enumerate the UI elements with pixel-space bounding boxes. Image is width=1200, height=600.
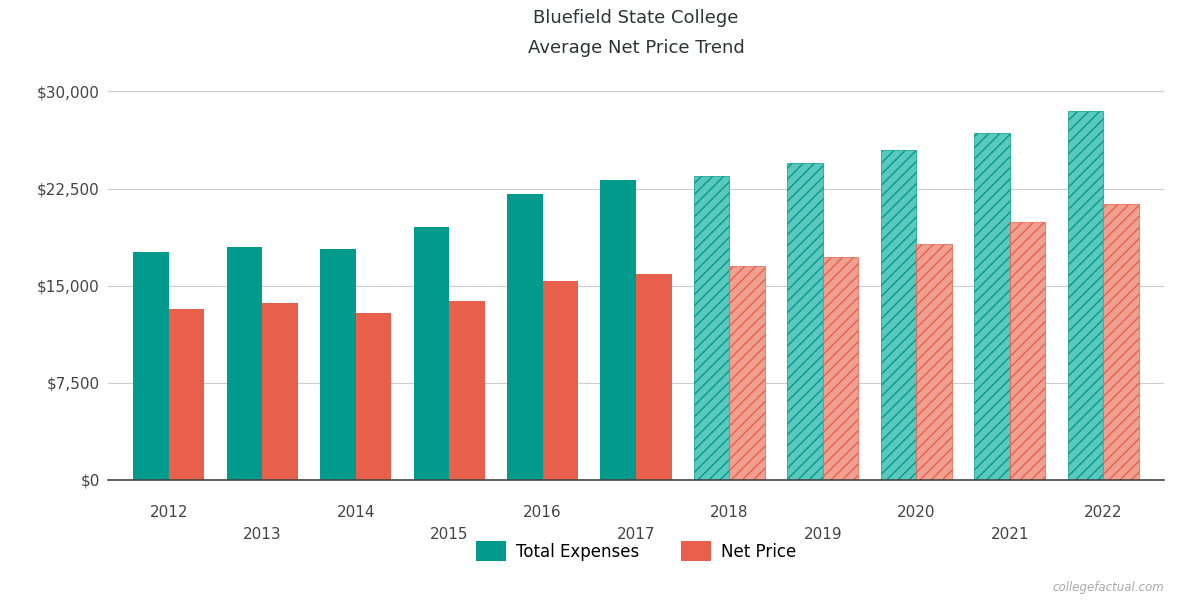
Bar — [355, 313, 391, 480]
Bar — [169, 309, 204, 480]
Bar — [133, 252, 169, 480]
Title: Bluefield State College
Average Net Price Trend: Bluefield State College Average Net Pric… — [528, 10, 744, 56]
Text: 2014: 2014 — [336, 505, 374, 520]
Text: 2019: 2019 — [804, 527, 842, 542]
Bar — [974, 133, 1010, 480]
Bar — [414, 227, 449, 480]
Bar — [508, 194, 542, 480]
Bar — [1068, 111, 1103, 480]
Bar — [917, 244, 952, 480]
Bar — [730, 266, 764, 480]
Bar — [1103, 204, 1139, 480]
Bar — [823, 257, 858, 480]
Text: 2015: 2015 — [430, 527, 468, 542]
Text: 2022: 2022 — [1084, 505, 1122, 520]
Bar — [636, 274, 672, 480]
Bar — [449, 301, 485, 480]
Bar — [1010, 222, 1045, 480]
Bar — [320, 250, 355, 480]
Bar — [227, 247, 262, 480]
Text: 2017: 2017 — [617, 527, 655, 542]
Text: 2016: 2016 — [523, 505, 562, 520]
Bar — [542, 281, 578, 480]
Text: 2018: 2018 — [710, 505, 749, 520]
Text: collegefactual.com: collegefactual.com — [1052, 581, 1164, 594]
Text: 2021: 2021 — [990, 527, 1030, 542]
Bar — [600, 179, 636, 480]
Legend: Total Expenses, Net Price: Total Expenses, Net Price — [476, 541, 796, 562]
Bar — [881, 150, 917, 480]
Text: 2020: 2020 — [898, 505, 936, 520]
Bar — [262, 302, 298, 480]
Text: 2013: 2013 — [242, 527, 282, 542]
Text: 2012: 2012 — [150, 505, 188, 520]
Bar — [787, 163, 823, 480]
Bar — [694, 176, 730, 480]
